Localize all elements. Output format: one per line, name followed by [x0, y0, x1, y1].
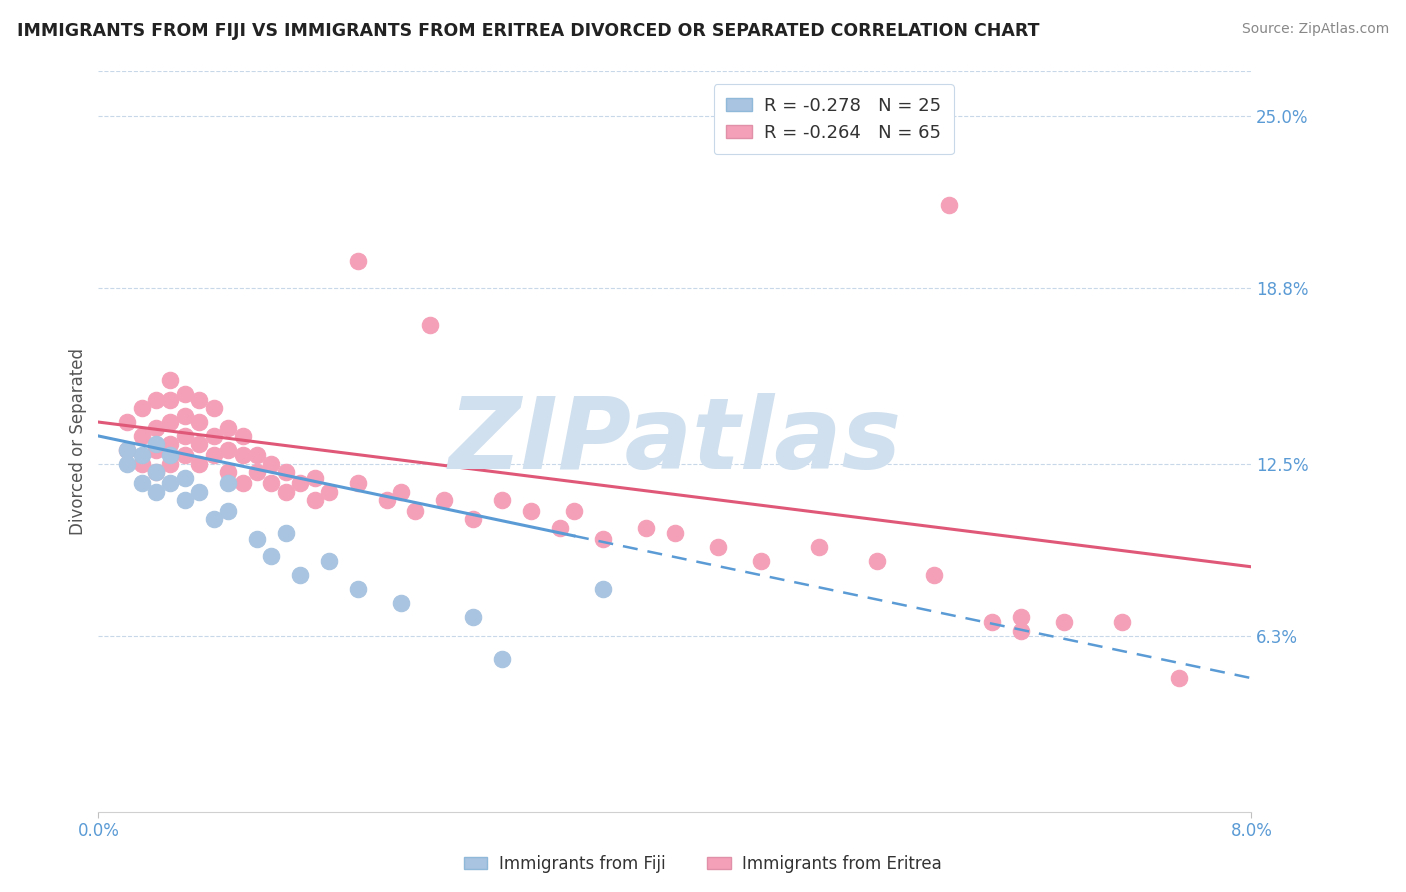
Point	[174, 449, 197, 463]
Point	[174, 471, 197, 485]
Point	[346, 253, 368, 268]
Legend: R = -0.278   N = 25, R = -0.264   N = 65: R = -0.278 N = 25, R = -0.264 N = 65	[714, 84, 955, 154]
Point	[174, 409, 197, 424]
Point	[202, 429, 225, 443]
Point	[202, 512, 225, 526]
Point	[346, 582, 368, 596]
Point	[433, 493, 456, 508]
Legend: Immigrants from Fiji, Immigrants from Eritrea: Immigrants from Fiji, Immigrants from Er…	[457, 848, 949, 880]
Point	[174, 493, 197, 508]
Point	[159, 449, 181, 463]
Point	[274, 526, 297, 541]
Point	[592, 582, 614, 596]
Point	[117, 457, 139, 471]
Point	[318, 554, 340, 568]
Point	[174, 429, 197, 443]
Point	[246, 532, 269, 546]
Point	[461, 610, 484, 624]
Point	[1053, 615, 1076, 630]
Point	[389, 484, 412, 499]
Point	[548, 521, 571, 535]
Point	[1010, 624, 1032, 638]
Point	[159, 457, 181, 471]
Point	[117, 442, 139, 457]
Point	[304, 471, 326, 485]
Point	[188, 484, 211, 499]
Point	[145, 465, 167, 479]
Point	[491, 493, 513, 508]
Point	[188, 392, 211, 407]
Point	[1168, 671, 1191, 685]
Point	[981, 615, 1004, 630]
Point	[217, 504, 239, 518]
Point	[145, 392, 167, 407]
Point	[174, 387, 197, 401]
Point	[1111, 615, 1133, 630]
Point	[202, 449, 225, 463]
Point	[318, 484, 340, 499]
Point	[246, 465, 269, 479]
Point	[707, 541, 730, 555]
Point	[217, 420, 239, 434]
Point	[260, 476, 283, 491]
Point	[131, 449, 153, 463]
Point	[131, 476, 153, 491]
Point	[419, 318, 441, 332]
Point	[491, 651, 513, 665]
Point	[664, 526, 686, 541]
Point	[159, 392, 181, 407]
Point	[274, 484, 297, 499]
Point	[405, 504, 427, 518]
Point	[246, 449, 269, 463]
Point	[274, 465, 297, 479]
Point	[562, 504, 585, 518]
Point	[188, 457, 211, 471]
Point	[231, 429, 254, 443]
Point	[159, 415, 181, 429]
Point	[461, 512, 484, 526]
Y-axis label: Divorced or Separated: Divorced or Separated	[69, 348, 87, 535]
Point	[117, 442, 139, 457]
Point	[202, 401, 225, 416]
Point	[866, 554, 889, 568]
Point	[231, 449, 254, 463]
Point	[145, 484, 167, 499]
Point	[159, 437, 181, 451]
Point	[636, 521, 658, 535]
Point	[145, 465, 167, 479]
Point	[188, 437, 211, 451]
Point	[520, 504, 543, 518]
Point	[389, 596, 412, 610]
Text: Source: ZipAtlas.com: Source: ZipAtlas.com	[1241, 22, 1389, 37]
Point	[304, 493, 326, 508]
Point	[159, 476, 181, 491]
Point	[375, 493, 398, 508]
Point	[131, 429, 153, 443]
Point	[217, 465, 239, 479]
Text: ZIPatlas: ZIPatlas	[449, 393, 901, 490]
Point	[131, 457, 153, 471]
Point	[145, 420, 167, 434]
Point	[145, 437, 167, 451]
Point	[217, 442, 239, 457]
Point	[592, 532, 614, 546]
Point	[231, 476, 254, 491]
Point	[346, 476, 368, 491]
Point	[808, 541, 831, 555]
Point	[188, 415, 211, 429]
Point	[260, 457, 283, 471]
Text: IMMIGRANTS FROM FIJI VS IMMIGRANTS FROM ERITREA DIVORCED OR SEPARATED CORRELATIO: IMMIGRANTS FROM FIJI VS IMMIGRANTS FROM …	[17, 22, 1039, 40]
Point	[145, 442, 167, 457]
Point	[260, 549, 283, 563]
Point	[938, 198, 960, 212]
Point	[159, 373, 181, 387]
Point	[290, 476, 312, 491]
Point	[751, 554, 773, 568]
Point	[131, 401, 153, 416]
Point	[1010, 610, 1032, 624]
Point	[217, 476, 239, 491]
Point	[290, 568, 312, 582]
Point	[924, 568, 946, 582]
Point	[117, 415, 139, 429]
